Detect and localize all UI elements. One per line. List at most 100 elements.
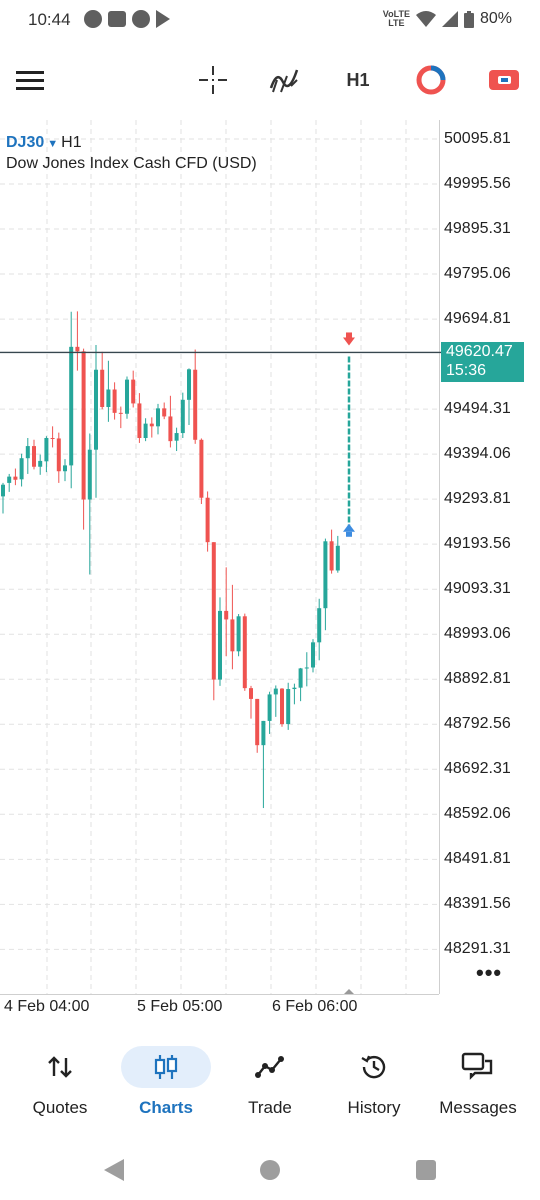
candle-body [168,416,173,442]
status-time: 10:44 [28,10,71,29]
candle-body [100,369,105,408]
chart-timeframe-label: H1 [61,134,82,151]
price-tick-label: 48491.81 [444,850,511,868]
timeframe-button[interactable]: H1 [346,69,370,90]
candle-body [63,465,67,472]
price-tick-label: 48892.81 [444,670,511,688]
notification-app-icon-2 [132,10,150,28]
price-tick-label: 48993.06 [444,625,511,643]
nav-charts[interactable]: Charts [112,1040,220,1120]
battery-percent: 80% [479,10,512,27]
price-tick-label: 49895.31 [444,220,511,238]
candle-body [13,476,18,480]
candle-body [94,369,98,450]
candle-body [1,484,5,497]
price-tick-label: 50095.81 [444,130,511,147]
candle-body [56,438,61,472]
price-tick-label: 48792.56 [444,715,511,733]
price-tick-label: 49394.06 [444,445,511,463]
chart-canvas[interactable] [0,120,540,1030]
candle-body [125,379,129,414]
candle-body [143,423,148,439]
time-cursor-marker [344,989,354,994]
time-tick-label: 4 Feb 04:00 [4,998,90,1015]
candle-body [304,667,309,669]
candle-body [38,460,43,467]
crosshair-button[interactable] [193,60,233,100]
candle-body [205,497,210,543]
price-tick-label: 48391.56 [444,895,511,913]
sell-arrow-marker-stem [346,332,352,339]
indicators-button[interactable] [265,60,305,100]
sell-arrow-marker [343,337,355,346]
candle-body [69,346,74,466]
candle-body [156,408,160,427]
candle-body [242,616,247,689]
candle-body [7,476,12,483]
candle-body [267,694,272,721]
chart-symbol[interactable]: DJ30 [6,134,45,151]
candle-body [230,619,235,652]
one-click-trade-icon [416,65,446,95]
candle-body [249,688,253,699]
candle-body [255,698,260,746]
indicators-icon [269,69,299,93]
candle-body [273,688,278,695]
candle-body [162,408,167,417]
one-click-trade-button[interactable] [411,60,451,100]
symbol-dropdown-icon[interactable]: ▼ [47,138,59,150]
charts-icon [154,1055,178,1079]
chart-area[interactable] [0,120,540,1030]
candle-body [112,389,117,413]
crosshair-icon [199,66,227,94]
nav-history-label: History [347,1098,401,1117]
nav-history[interactable]: History [320,1040,428,1120]
candle-body [236,616,241,652]
candle-body [224,610,229,620]
candle-body [25,446,30,459]
candle-body [149,423,154,427]
messages-icon [461,1052,493,1080]
play-store-icon [156,10,170,28]
wifi-icon [415,11,436,27]
account-button[interactable] [484,60,524,100]
candle-body [50,438,55,440]
nav-messages[interactable]: Messages [424,1040,532,1120]
nav-quotes[interactable]: Quotes [6,1040,114,1120]
status-right: VoLTE LTE 80% [383,10,512,28]
candle-body [211,542,216,680]
status-bar: 10:44 VoLTE LTE 80% [0,0,540,40]
candle-body [81,351,86,500]
home-icon[interactable] [260,1160,280,1180]
candle-body [292,687,297,690]
candle-body [174,433,179,441]
candle-body [32,446,36,467]
candle-body [44,438,49,462]
quotes-icon [48,1056,72,1078]
nav-trade[interactable]: Trade [216,1040,324,1120]
time-tick-label: 5 Feb 05:00 [137,998,223,1015]
back-icon[interactable] [104,1159,124,1181]
buy-arrow-marker [343,523,355,532]
candle-body [118,412,123,414]
candle-body [19,458,24,480]
price-tick-label: 48291.31 [444,940,511,958]
candle-body [131,379,136,404]
buy-arrow-marker-stem [346,531,352,537]
volte-indicator: VoLTE LTE [382,9,410,28]
system-nav-icons [104,1159,436,1181]
time-tick-label: 6 Feb 06:00 [272,998,358,1015]
mail-icon [108,11,126,27]
nav-charts-label: Charts [139,1098,193,1117]
chart-symbol-header[interactable]: DJ30 ▼ H1 [6,134,82,152]
candle-body [311,642,315,668]
candle-body [193,369,198,440]
recents-icon[interactable] [416,1160,436,1180]
account-icon [489,70,519,90]
more-options-button[interactable]: ••• [476,960,503,985]
menu-button[interactable] [10,60,50,100]
signal-icon [441,11,458,27]
candle-countdown: 15:36 [446,362,487,379]
hamburger-icon [16,71,44,90]
battery-icon [463,10,474,28]
